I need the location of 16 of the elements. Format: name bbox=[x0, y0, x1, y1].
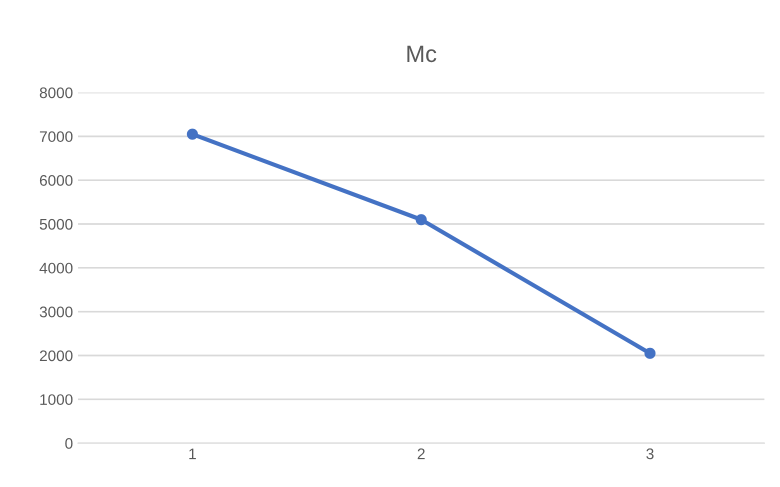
y-tick-label: 8000 bbox=[40, 87, 73, 98]
y-tick-label: 0 bbox=[65, 438, 73, 449]
point bbox=[644, 348, 656, 359]
y-tick-label: 3000 bbox=[40, 306, 73, 318]
y-tick-label: 1000 bbox=[40, 394, 73, 406]
point bbox=[416, 214, 427, 226]
point bbox=[186, 128, 198, 140]
x-tick-label: 1 bbox=[189, 448, 196, 460]
y-tick-label: 5000 bbox=[40, 218, 73, 230]
x-tick-label: 3 bbox=[646, 448, 654, 460]
y-tick-label: 6000 bbox=[40, 175, 73, 186]
y-tick-label: 7000 bbox=[40, 131, 73, 142]
y-tick-label: 4000 bbox=[40, 262, 73, 274]
x-tick-label: 2 bbox=[418, 448, 425, 460]
y-tick-label: 2000 bbox=[40, 350, 73, 362]
chart-title: Mc bbox=[407, 46, 436, 62]
